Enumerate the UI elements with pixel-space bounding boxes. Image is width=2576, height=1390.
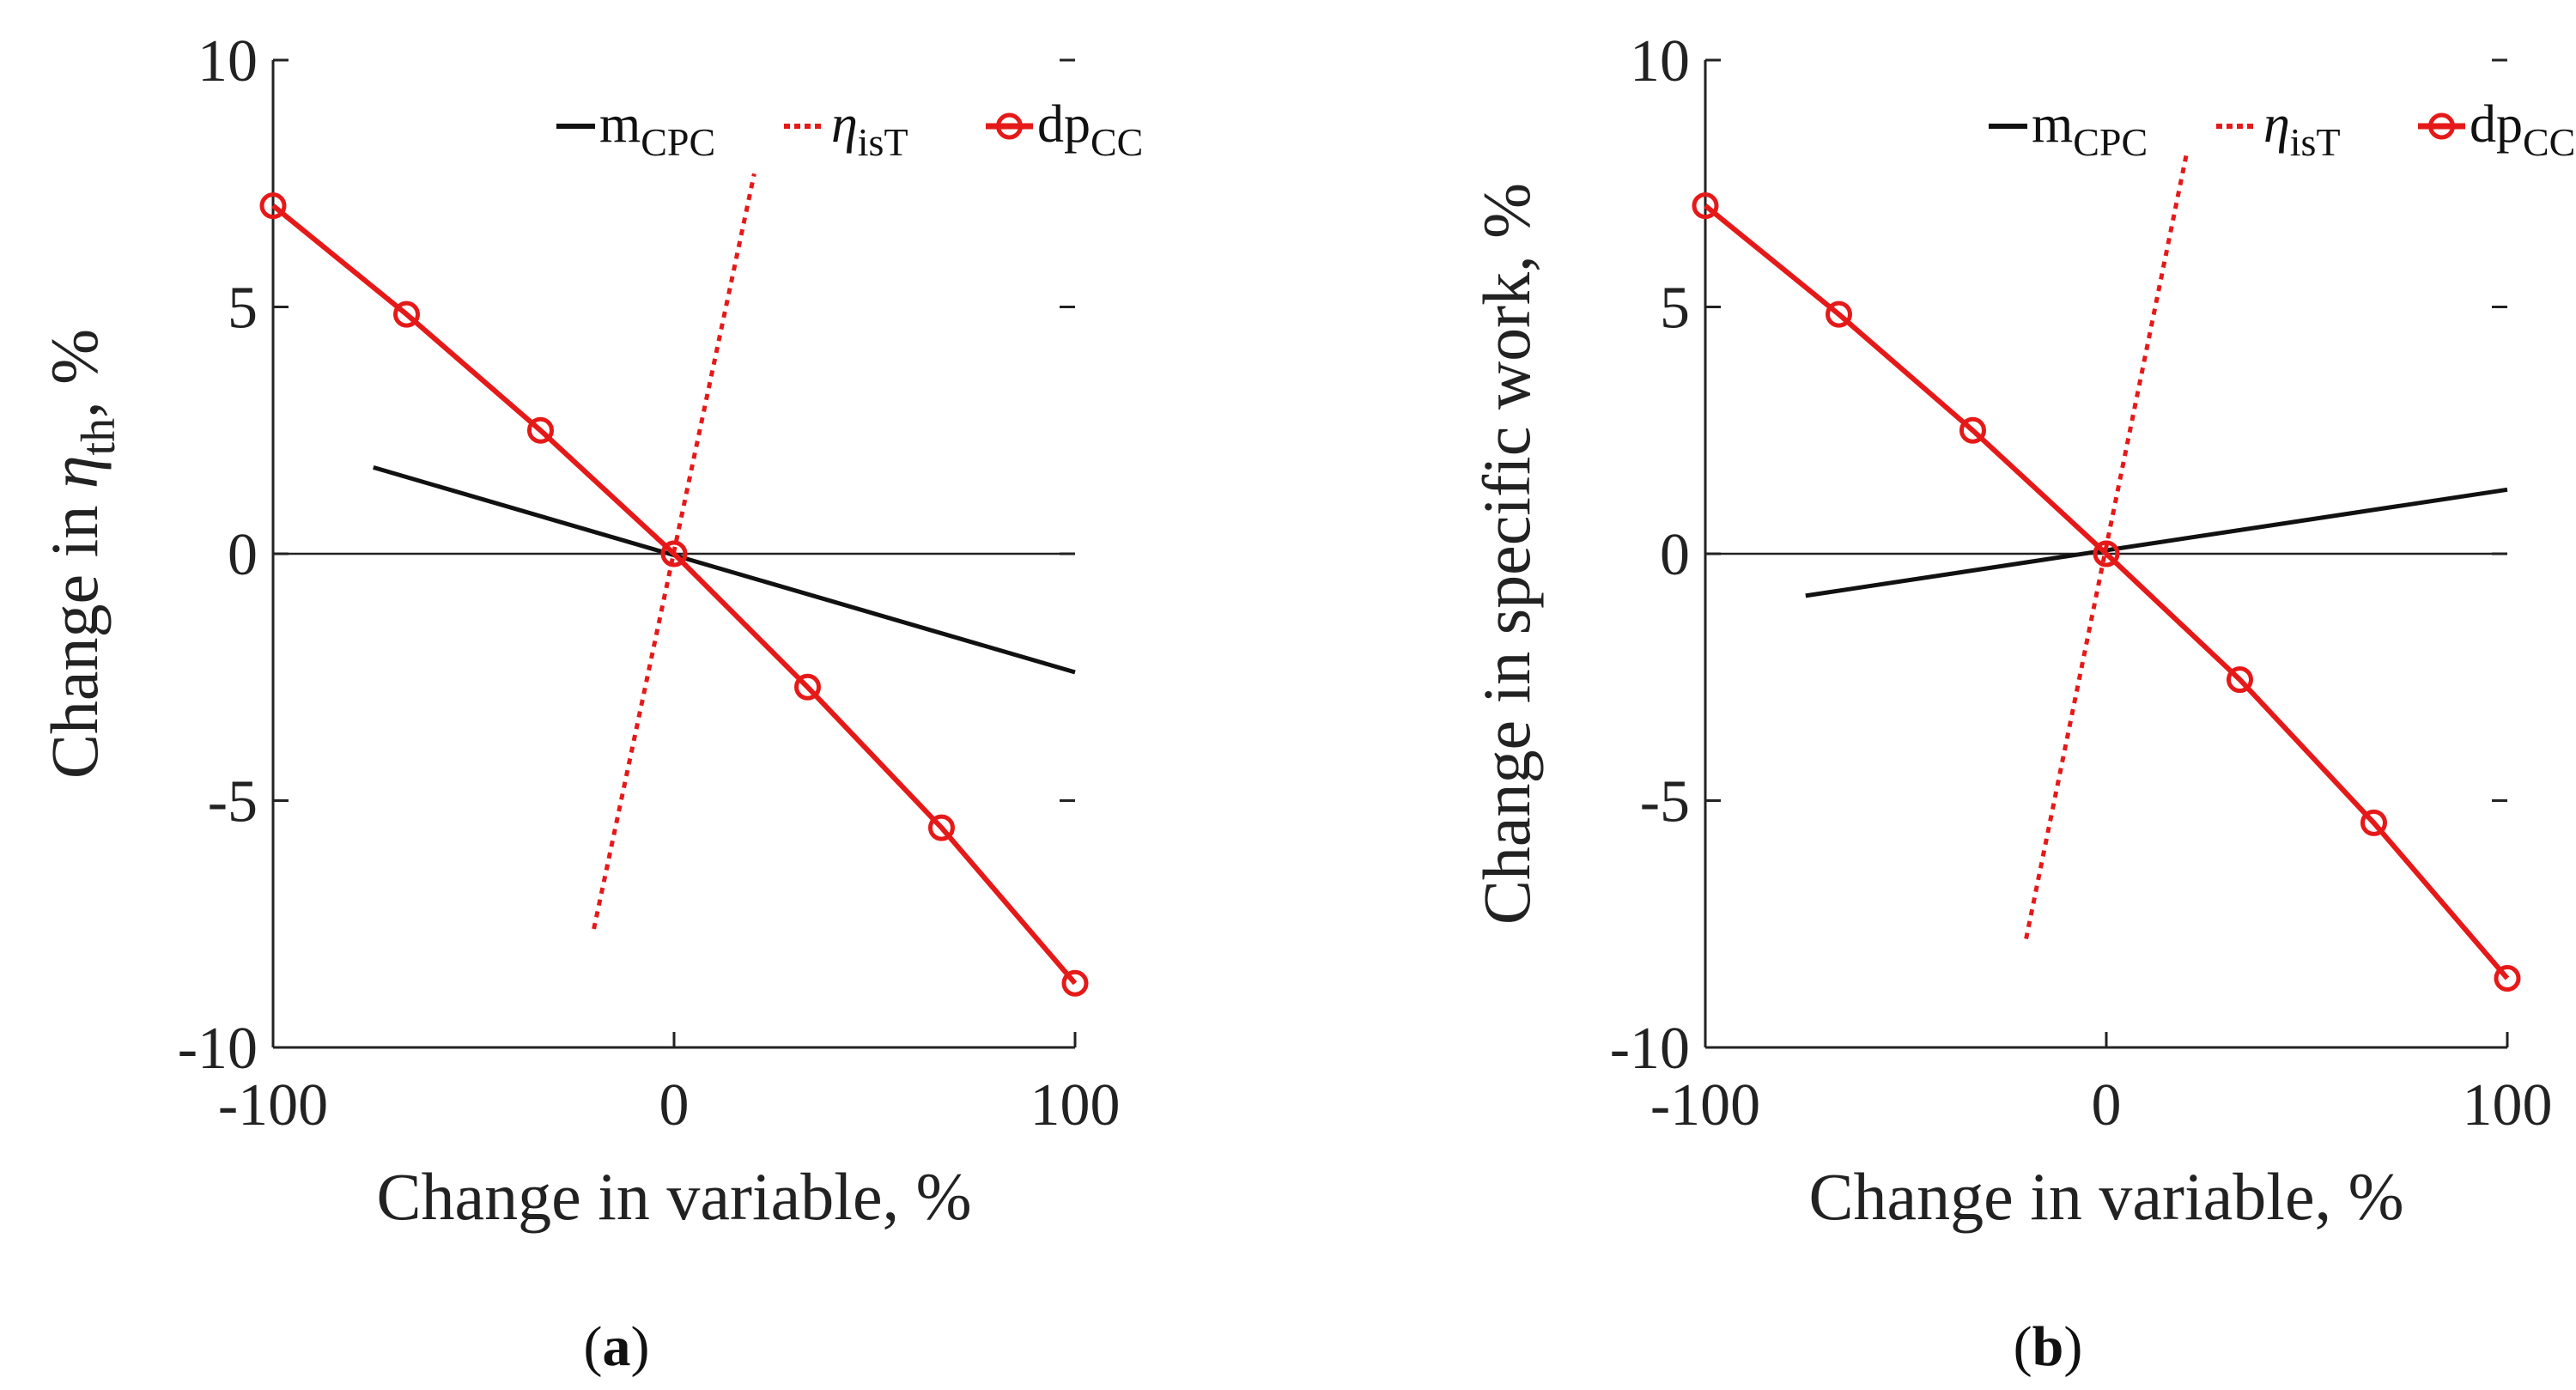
series-line-mcpc (373, 465, 1076, 675)
chart-panel-a: 10 5 0 -5 -10-100 0 100 Change in variable, % Ch… (37, 28, 1143, 1378)
x-axis-label: Change in variable, % (1808, 1159, 2403, 1234)
x-axis-label: Change in variable, % (376, 1159, 971, 1234)
x-tick-label: -100 (1650, 1072, 1760, 1138)
data-point-marker (393, 300, 421, 328)
panel-caption: (b) (2014, 1315, 2083, 1378)
data-point-marker (526, 416, 554, 444)
y-tick-label: 0 (1660, 522, 1690, 588)
series-line-dpcc (271, 203, 1078, 986)
y-tick-label: -10 (1610, 1016, 1690, 1082)
legend-label-m_cpc: mCPC (599, 95, 715, 164)
legend-label-dp_cc: dpCC (1037, 95, 1143, 164)
x-tick-label: 0 (2092, 1072, 2122, 1138)
y-axis-label: Change in ηth, % (37, 329, 125, 779)
y-tick-label: 5 (1660, 276, 1690, 342)
x-tick-label: 0 (659, 1072, 690, 1138)
legend-marker (2428, 112, 2455, 140)
y-tick-label: 10 (197, 28, 258, 94)
y-axis-label: Change in specific work, % (1469, 183, 1544, 925)
x-tick-label: 100 (1030, 1072, 1121, 1138)
y-tick-label: -10 (178, 1016, 258, 1082)
series-line-ist (2024, 153, 2189, 940)
legend-marker (996, 112, 1023, 140)
data-point-marker (1692, 192, 1719, 220)
legend-label-eta_ist: ηisT (831, 95, 908, 164)
panel-caption: (a) (584, 1315, 650, 1378)
data-point-marker (794, 673, 822, 701)
data-point-marker (1959, 416, 1986, 444)
legend-label-dp_cc: dpCC (2470, 95, 2575, 164)
x-tick-label: -100 (218, 1072, 328, 1138)
data-point-marker (2494, 965, 2521, 992)
y-tick-label: 5 (228, 276, 258, 342)
data-point-marker (2227, 666, 2254, 694)
data-point-marker (1061, 969, 1089, 997)
legend-label-m_cpc: mCPC (2032, 95, 2148, 164)
data-point-marker (660, 540, 688, 568)
legend: mCPC ηisT dpCC (1989, 95, 2575, 164)
data-point-marker (927, 814, 955, 841)
y-tick-label: -5 (208, 769, 258, 835)
y-tick-label: 10 (1630, 28, 1690, 94)
y-tick-label: -5 (1640, 769, 1690, 835)
y-tick-label: 0 (228, 522, 258, 588)
chart-panel-b: 10 5 0 -5 -10-100 0 100 Change in variable, % Ch… (1469, 28, 2575, 1378)
legend-label-eta_ist: ηisT (2263, 95, 2341, 164)
series-line-dpcc (1704, 203, 2510, 980)
x-tick-label: 100 (2463, 1072, 2553, 1138)
data-point-marker (2360, 809, 2387, 836)
series-line-mcpc (1805, 487, 2508, 598)
data-point-marker (2093, 540, 2120, 568)
data-point-marker (1826, 300, 1853, 328)
legend: mCPC ηisT dpCC (556, 95, 1143, 164)
data-point-marker (259, 192, 287, 220)
